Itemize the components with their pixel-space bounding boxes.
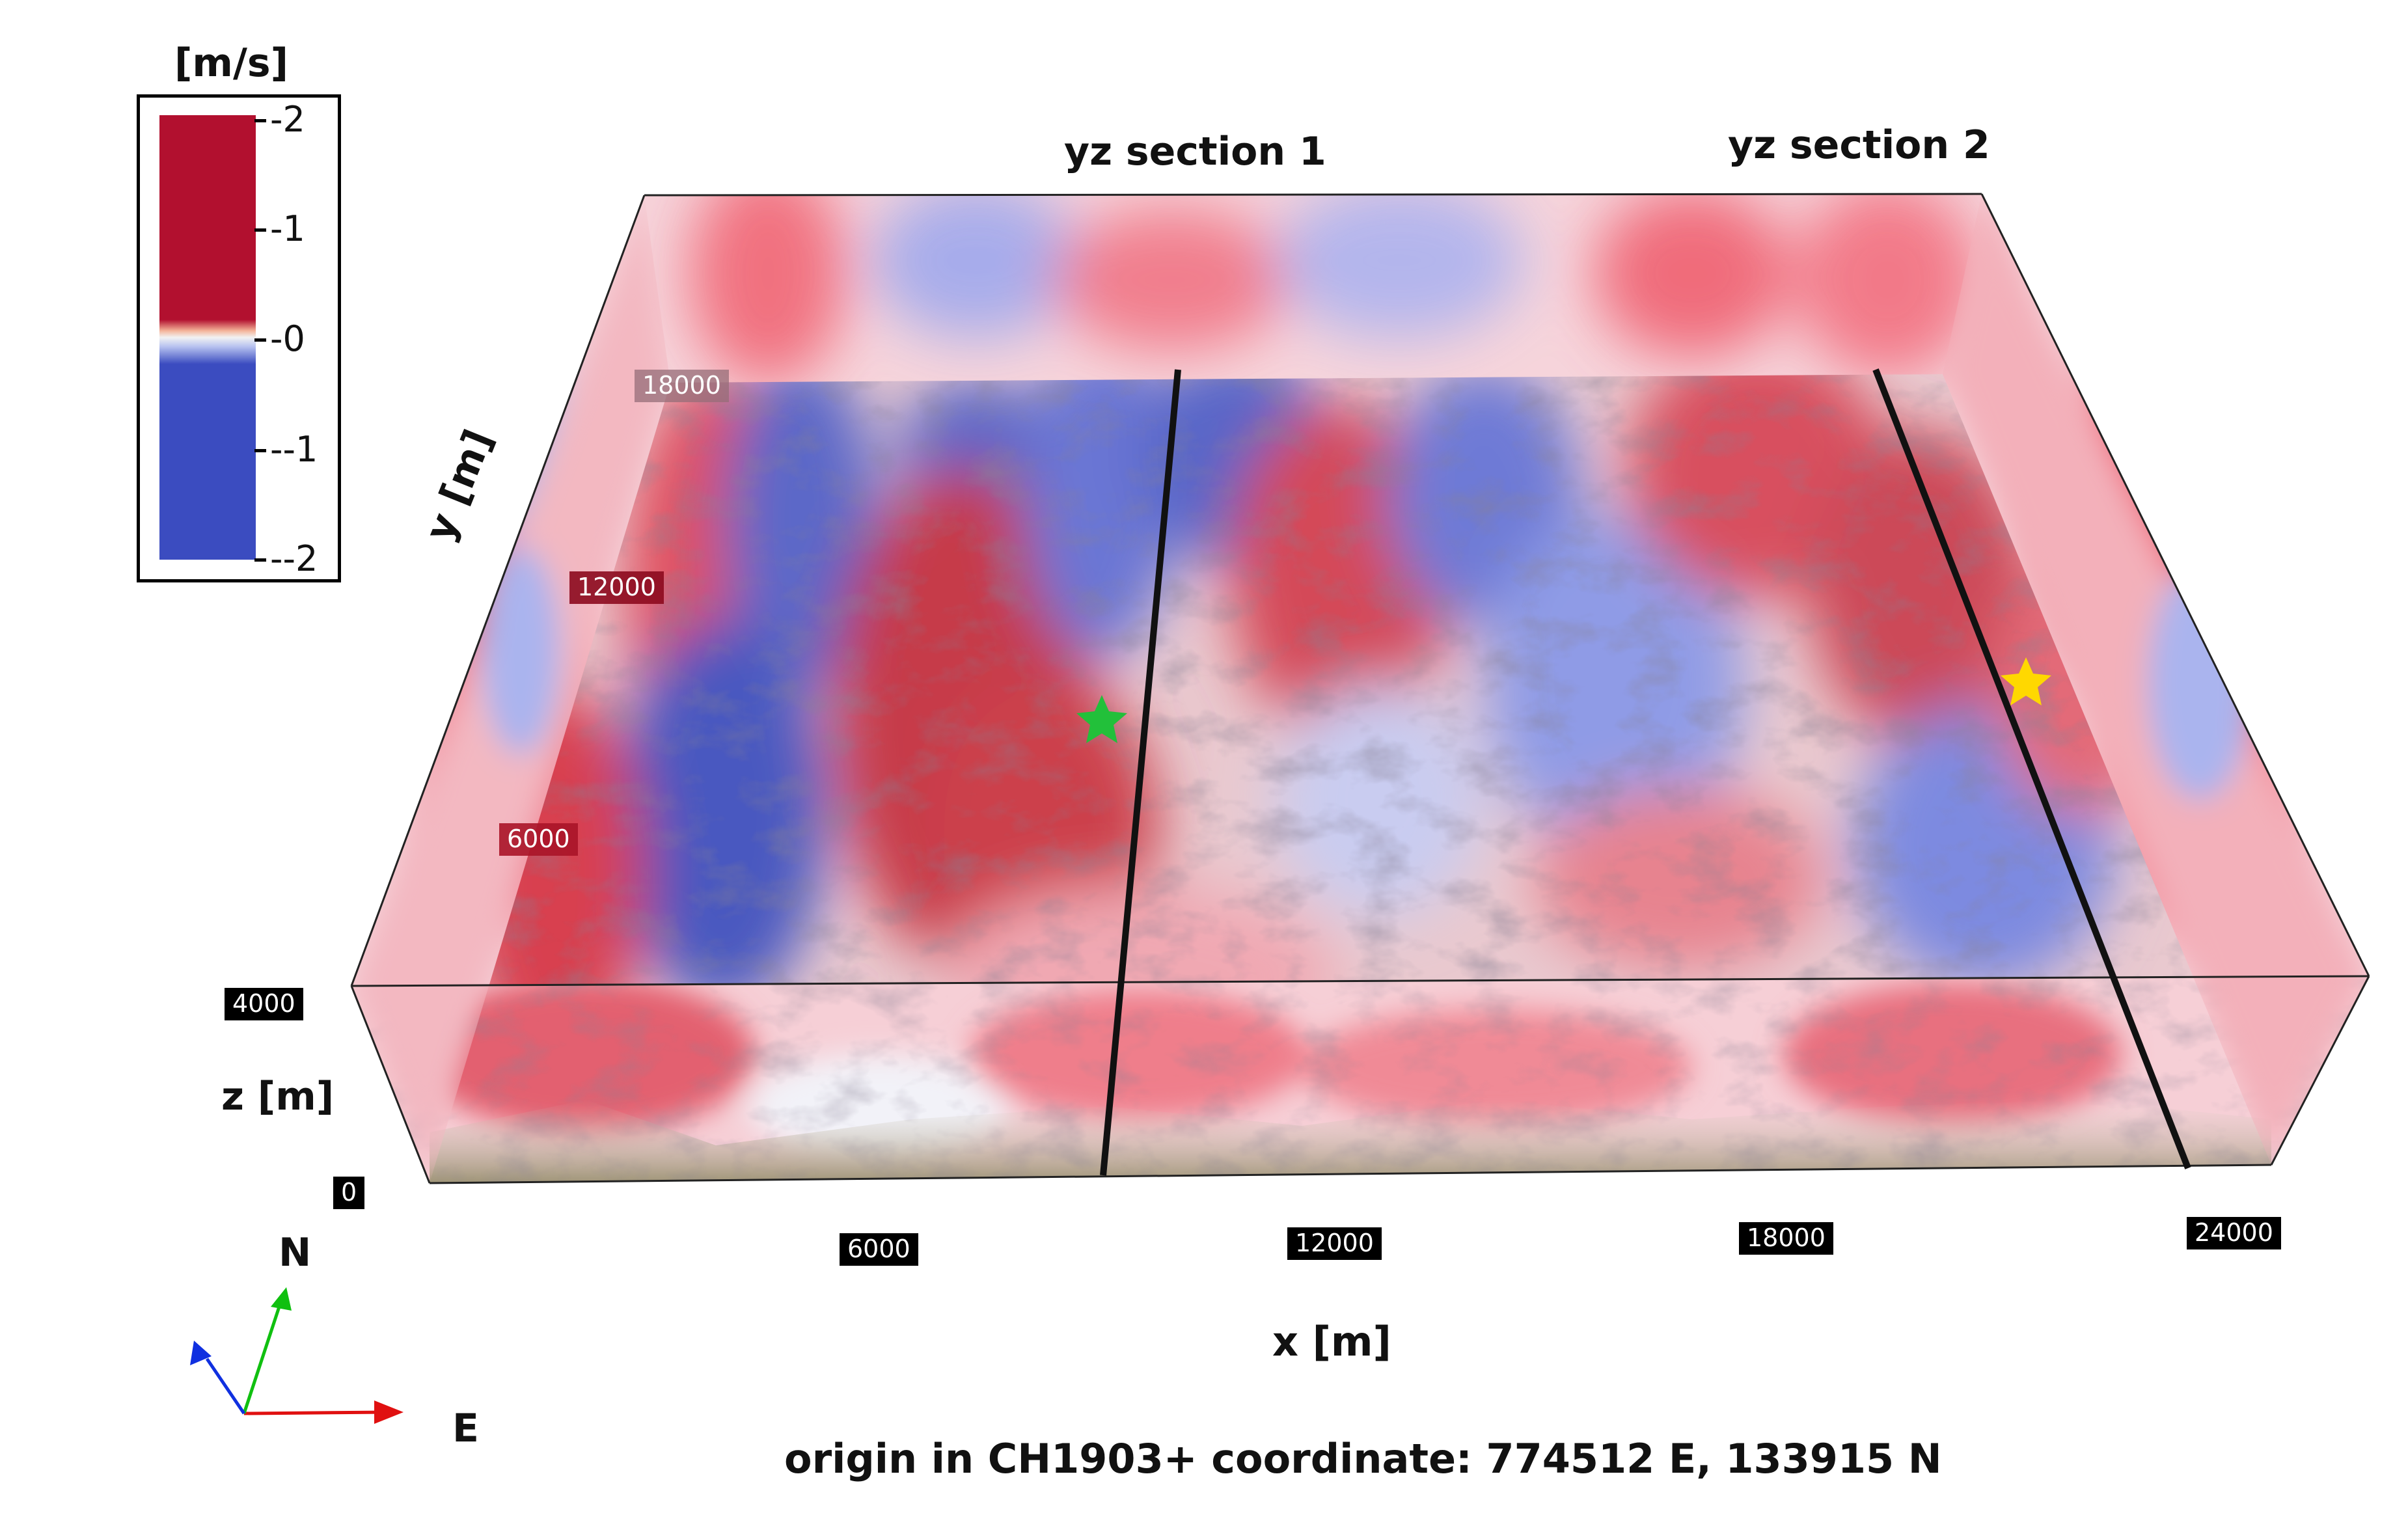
yz-section-2-title: yz section 2: [1728, 122, 1990, 168]
y-tick-label: 18000: [635, 370, 729, 402]
colorbar-tick: -0: [254, 321, 305, 357]
colorbar-tick: --1: [254, 432, 318, 467]
volume-bounding-box: [350, 193, 2370, 1184]
compass-north-label: N: [279, 1230, 312, 1276]
z-axis-label: z [m]: [221, 1074, 335, 1119]
yellow-star-marker: [2001, 657, 2051, 705]
x-tick-label: 18000: [1739, 1222, 1833, 1255]
colorbar-gradient: [159, 115, 256, 560]
y-tick-label: 6000: [499, 823, 578, 856]
compass-east-label: E: [452, 1406, 479, 1451]
x-tick-label: 6000: [840, 1233, 918, 1266]
z-tick-label: 4000: [225, 988, 303, 1020]
compass-axes: [190, 1287, 404, 1424]
east-arrow-icon: [374, 1400, 404, 1424]
x-tick-label: 12000: [1287, 1227, 1382, 1260]
green-star-marker: [1076, 695, 1127, 743]
colorbar-tick: -1: [254, 212, 305, 247]
yz-section-1-line: [1100, 369, 1181, 1176]
yz-section-1-title: yz section 1: [1064, 129, 1326, 174]
z-tick-label: 0: [333, 1177, 365, 1209]
origin-caption: origin in CH1903+ coordinate: 774512 E, …: [784, 1435, 1942, 1482]
north-arrow-icon: [271, 1287, 292, 1311]
colorbar-tick: -2: [254, 102, 305, 137]
colorbar-unit-label: [m/s]: [174, 40, 288, 86]
y-tick-label: 12000: [569, 571, 664, 604]
colorbar-tick: --2: [254, 541, 318, 577]
x-tick-label: 24000: [2187, 1217, 2281, 1249]
x-axis-label: x [m]: [1272, 1318, 1391, 1365]
up-arrow-icon: [190, 1341, 212, 1365]
yz-section-2-line: [1872, 368, 2191, 1169]
